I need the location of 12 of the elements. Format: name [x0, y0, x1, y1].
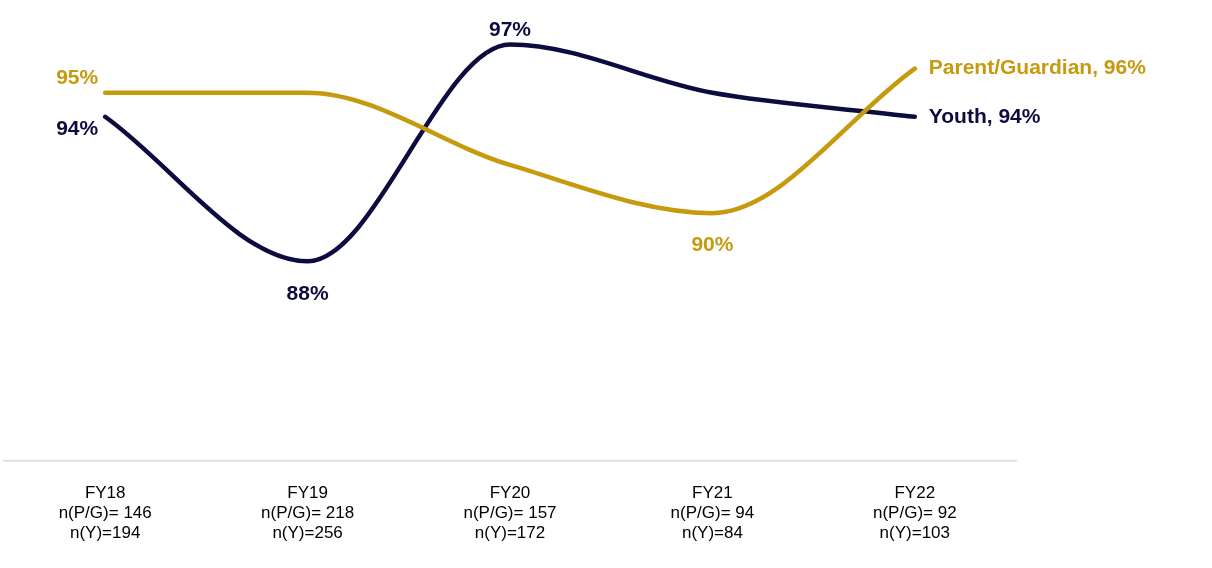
- x-tick-label: FY18 n(P/G)= 146 n(Y)=194: [58, 482, 152, 543]
- data-label: Parent/Guardian, 96%: [928, 55, 1147, 79]
- data-label: 90%: [691, 232, 734, 256]
- x-tick-label: FY22 n(P/G)= 92 n(Y)=103: [872, 482, 957, 543]
- data-label: 88%: [286, 280, 329, 304]
- x-tick-label: FY20 n(P/G)= 157 n(Y)=172: [463, 482, 557, 543]
- data-label: 95%: [56, 64, 99, 88]
- data-label: Youth, 94%: [928, 103, 1041, 127]
- x-tick-label: FY21 n(P/G)= 94 n(Y)=84: [670, 482, 755, 543]
- data-label: 97%: [488, 16, 532, 40]
- data-label: 94%: [56, 116, 99, 140]
- x-tick-label: FY19 n(P/G)= 218 n(Y)=256: [261, 482, 355, 543]
